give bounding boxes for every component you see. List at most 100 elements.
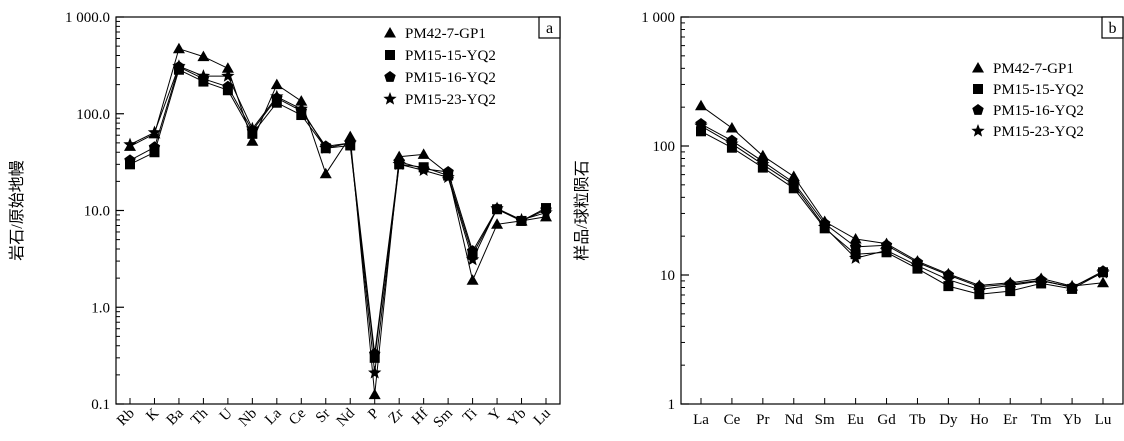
data-point-triangle <box>466 274 479 285</box>
data-point-pentagon <box>222 80 234 92</box>
data-point-star <box>539 205 553 219</box>
legend-marker-star <box>383 92 397 105</box>
data-point-triangle <box>417 148 430 159</box>
data-point-square <box>757 162 768 173</box>
y-tick-label: 10 <box>660 268 675 284</box>
data-point-star <box>879 243 894 257</box>
x-tick-label: U <box>217 405 236 424</box>
data-point-triangle <box>491 218 504 229</box>
x-tick-label: Zr <box>386 406 407 427</box>
data-point-star <box>123 137 137 151</box>
data-point-triangle <box>1097 276 1109 288</box>
x-tick-label: Yb <box>505 406 529 430</box>
data-point-star <box>1003 278 1017 292</box>
data-point-square <box>974 289 985 300</box>
data-point-star <box>490 201 504 215</box>
panel-tag-box <box>1101 16 1124 39</box>
series-line-star <box>129 65 547 373</box>
legend-label: PM15-23-YQ2 <box>405 92 496 108</box>
data-point-triangle <box>270 78 283 90</box>
x-tick-label: Nd <box>785 412 804 428</box>
x-tick-label: Rb <box>114 406 138 430</box>
x-tick-label: Sr <box>313 406 334 427</box>
legend-label: PM15-23-YQ2 <box>993 124 1084 140</box>
legend-marker-pentagon <box>972 104 984 115</box>
series-line-star <box>700 125 1104 291</box>
data-point-square <box>1005 286 1016 297</box>
x-tick-label: Eu <box>847 412 864 428</box>
x-tick-label: Th <box>188 405 211 428</box>
data-point-star <box>343 135 357 149</box>
data-point-star <box>416 163 431 177</box>
x-tick-label: Lu <box>531 405 554 428</box>
y-tick-label: 1 000 <box>641 10 675 26</box>
legend-marker-square <box>385 50 395 60</box>
y-tick-label: 100 <box>653 139 676 155</box>
x-tick-label: Lu <box>1095 412 1112 428</box>
x-tick-label: La <box>262 405 285 428</box>
series-line-pentagon <box>129 66 547 354</box>
panel-tag-box <box>538 16 561 39</box>
x-tick-label: Tm <box>1031 412 1052 428</box>
data-point-triangle <box>197 50 210 62</box>
x-tick-label: Yb <box>1063 412 1081 428</box>
x-tick-label: Gd <box>877 412 896 428</box>
data-point-square <box>696 126 706 137</box>
data-point-square <box>788 183 799 194</box>
data-point-star <box>756 157 770 171</box>
data-point-star <box>848 251 863 264</box>
data-point-triangle <box>368 388 381 400</box>
data-point-star <box>694 118 708 132</box>
data-point-star <box>1065 279 1079 293</box>
data-point-triangle <box>849 233 862 244</box>
legend-label: PM15-15-YQ2 <box>405 48 496 64</box>
data-point-star <box>245 121 260 135</box>
data-point-star <box>172 59 186 72</box>
series-line-square <box>129 68 547 358</box>
x-tick-label: La <box>693 412 709 428</box>
x-tick-label: Nd <box>334 405 359 430</box>
y-axis-title: 样品/球粒陨石 <box>573 160 591 260</box>
data-point-star <box>910 258 925 272</box>
legend-label: PM42-7-GP1 <box>405 26 486 42</box>
legend-label: PM15-16-YQ2 <box>405 70 496 86</box>
legend-label: PM42-7-GP1 <box>993 61 1074 77</box>
x-tick-label: Ce <box>286 405 309 428</box>
legend-marker-triangle <box>972 62 984 73</box>
data-point-star <box>818 220 832 233</box>
y-tick-label: 100.0 <box>76 107 110 123</box>
data-point-pentagon <box>148 141 161 153</box>
y-tick-label: 0.1 <box>91 397 110 413</box>
x-tick-label: Sm <box>815 412 835 428</box>
legend-marker-star <box>971 124 985 137</box>
data-point-triangle <box>221 62 234 73</box>
data-point-square <box>149 147 160 158</box>
data-point-star <box>1096 265 1110 279</box>
legend-marker-pentagon <box>384 71 396 82</box>
data-point-triangle <box>295 95 308 106</box>
x-tick-label: Y <box>486 405 505 424</box>
x-tick-label: Er <box>1003 412 1017 428</box>
legend-label: PM15-16-YQ2 <box>993 103 1084 119</box>
data-point-pentagon <box>124 154 136 166</box>
data-point-pentagon <box>849 240 862 252</box>
data-point-star <box>441 170 455 184</box>
data-point-triangle <box>319 167 332 179</box>
x-tick-label: Ho <box>970 412 988 428</box>
panel-b: 1 000 100 10 1 样品/球粒陨石 La Ce Pr Nd Sm Eu Gd Tb Dy Ho Er… <box>573 10 1124 428</box>
data-point-star <box>319 141 333 154</box>
data-point-triangle <box>725 121 738 133</box>
series-line-pentagon <box>700 123 1104 289</box>
y-tick-label: 1.0 <box>91 300 110 316</box>
data-point-square <box>726 142 737 153</box>
data-point-star <box>392 157 406 170</box>
x-tick-label: Hf <box>409 406 432 429</box>
panel-tag: a <box>546 20 553 37</box>
data-point-star <box>465 252 480 266</box>
legend-label: PM15-15-YQ2 <box>993 82 1084 98</box>
data-point-star <box>147 125 162 139</box>
legend-marker-square <box>973 84 983 94</box>
data-point-triangle <box>246 135 259 146</box>
